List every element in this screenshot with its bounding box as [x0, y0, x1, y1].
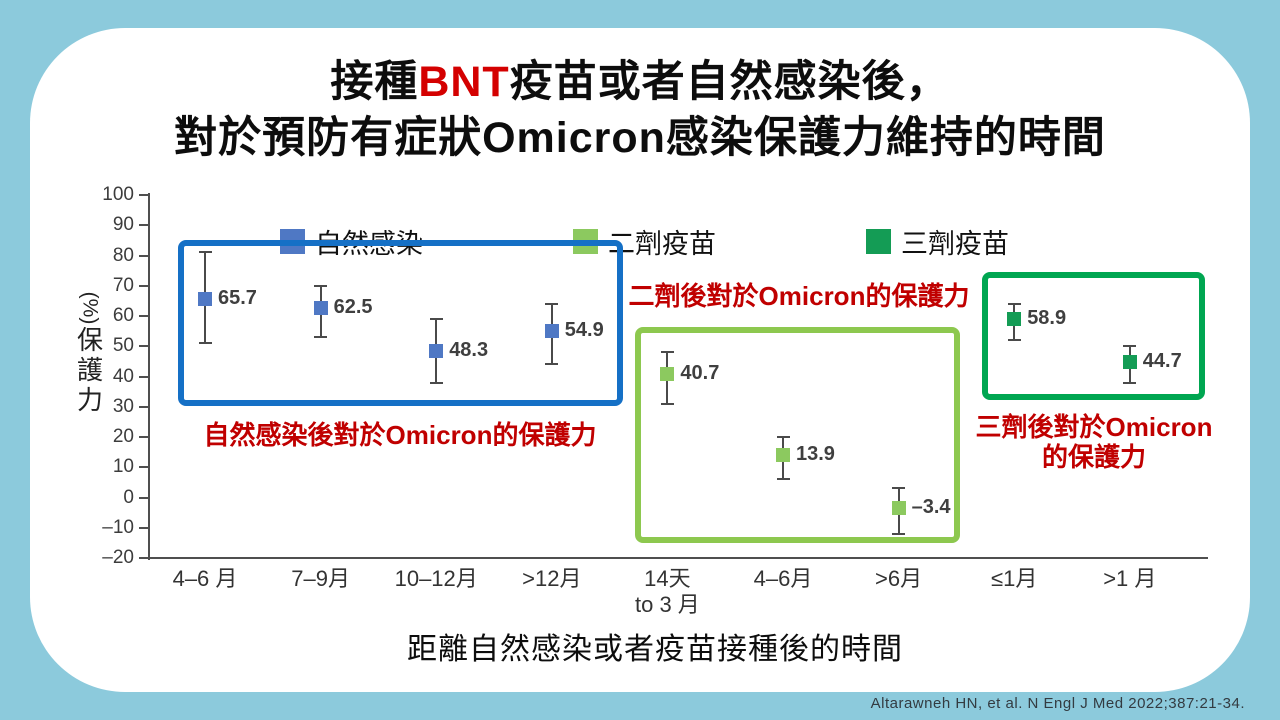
legend-swatch-light-green: [573, 229, 598, 254]
title-line-1: 接種BNT疫苗或者自然感染後，: [30, 54, 1250, 110]
legend-swatch-dark-green: [866, 229, 891, 254]
chart-legend: 自然感染 二劑疫苗 三劑疫苗: [280, 222, 1009, 261]
slide-card: 接種BNT疫苗或者自然感染後， 對於預防有症狀Omicron感染保護力維持的時間…: [30, 28, 1250, 692]
legend-swatch-blue: [280, 229, 305, 254]
title-line1-pre: 接種: [330, 58, 419, 106]
legend-label: 三劑疫苗: [901, 229, 1009, 259]
page-title: 接種BNT疫苗或者自然感染後， 對於預防有症狀Omicron感染保護力維持的時間: [30, 54, 1250, 166]
legend-item-two-dose: 二劑疫苗: [573, 222, 716, 261]
legend-label: 自然感染: [315, 229, 423, 259]
legend-item-three-dose: 三劑疫苗: [866, 222, 1009, 261]
title-brand-bnt: BNT: [418, 58, 510, 106]
legend-item-natural-infection: 自然感染: [280, 222, 423, 261]
legend-label: 二劑疫苗: [608, 229, 716, 259]
title-line-2: 對於預防有症狀Omicron感染保護力維持的時間: [174, 114, 1106, 162]
title-line1-post: 疫苗或者自然感染後，: [509, 58, 950, 106]
citation: Altarawneh HN, et al. N Engl J Med 2022;…: [870, 695, 1245, 712]
